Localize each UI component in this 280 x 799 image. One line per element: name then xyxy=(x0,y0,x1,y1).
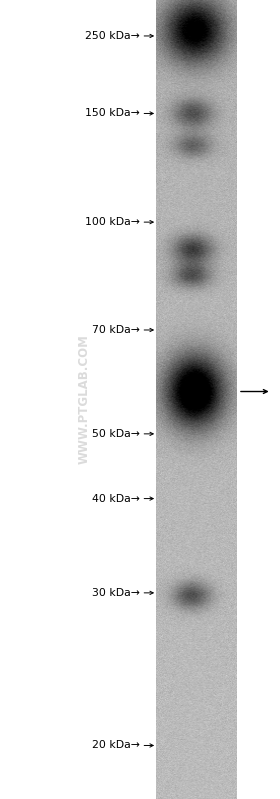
Text: 30 kDa→: 30 kDa→ xyxy=(92,588,140,598)
Text: 20 kDa→: 20 kDa→ xyxy=(92,741,140,750)
Text: 70 kDa→: 70 kDa→ xyxy=(92,325,140,335)
Text: 250 kDa→: 250 kDa→ xyxy=(85,31,140,41)
Text: 150 kDa→: 150 kDa→ xyxy=(85,109,140,118)
Text: 50 kDa→: 50 kDa→ xyxy=(92,429,140,439)
Text: WWW.PTGLAB.COM: WWW.PTGLAB.COM xyxy=(78,335,90,464)
Text: 40 kDa→: 40 kDa→ xyxy=(92,494,140,503)
Text: 100 kDa→: 100 kDa→ xyxy=(85,217,140,227)
